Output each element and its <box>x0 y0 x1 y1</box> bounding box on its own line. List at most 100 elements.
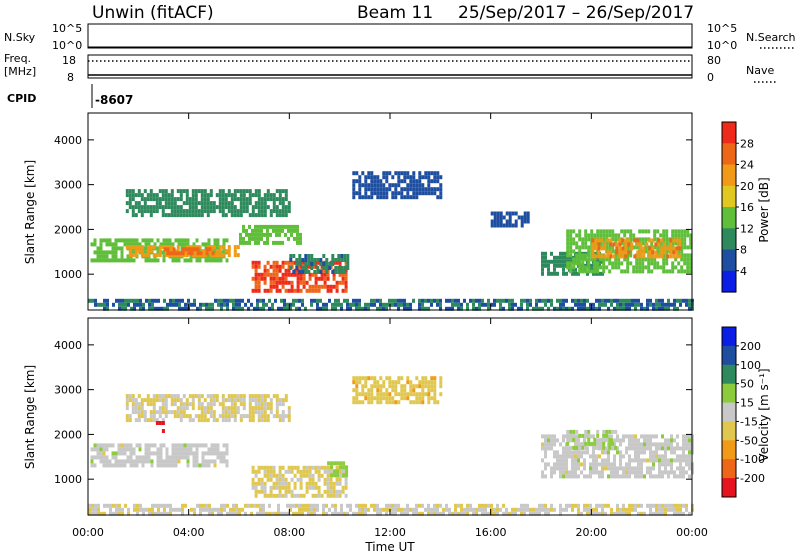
velocity-region-5 <box>352 376 443 405</box>
power-colorbar-tick-label-0: 4 <box>740 265 747 278</box>
velocity-ylabel: Slant Range [km] <box>23 365 37 469</box>
cpid-label: CPID <box>7 92 36 105</box>
nsky-label: N.Sky <box>4 31 36 44</box>
freq-tick-bottom: 8 <box>67 71 74 84</box>
velocity-colorbar-segment-1 <box>722 345 736 366</box>
power-colorbar-segment-3 <box>722 185 736 208</box>
velocity-ytick-label-0: 1000 <box>54 473 82 486</box>
freq-strip: Freq. [MHz] 18 8 80 0 Nave <box>4 52 776 84</box>
velocity-region-3 <box>251 465 348 498</box>
time-axis: 00:00 04:00 08:00 12:00 16:00 20:00 00:00 <box>72 113 708 539</box>
xtick-label-0: 00:00 <box>72 526 104 539</box>
velocity-colorbar-tick-label-0: 200 <box>740 340 761 353</box>
power-data <box>88 171 694 311</box>
xtick-label-5: 20:00 <box>575 526 607 539</box>
velocity-colorbar-tick-label-3: 15 <box>740 397 754 410</box>
freq-unit-label: [MHz] <box>4 65 36 78</box>
velocity-colorbar-segment-3 <box>722 383 736 404</box>
velocity-region-1 <box>125 394 291 423</box>
power-colorbar-segment-4 <box>722 207 736 229</box>
power-ytick-label-0: 1000 <box>54 268 82 281</box>
xtick-label-3: 12:00 <box>374 526 406 539</box>
power-colorbar-tick-label-3: 16 <box>740 201 754 214</box>
velocity-colorbar-label: Velocity [m s⁻¹] <box>757 368 771 461</box>
power-region-8 <box>490 211 530 228</box>
power-colorbar-tick-label-4: 20 <box>740 180 754 193</box>
velocity-region-0 <box>90 443 229 468</box>
power-colorbar-tick-label-2: 12 <box>740 222 754 235</box>
power-colorbar: 4 8 12 16 20 24 28 <box>721 121 754 293</box>
nsky-strip: N.Sky 10^5 10^0 10^5 10^0 N.Search <box>4 22 796 52</box>
power-region-12 <box>88 298 694 311</box>
nsky-tick-top: 10^5 <box>52 22 82 35</box>
xtick-label-4: 16:00 <box>475 526 507 539</box>
power-colorbar-segment-2 <box>722 164 736 187</box>
time-axis-label: Time UT <box>364 540 415 554</box>
station-title: Unwin (fitACF) <box>92 3 214 23</box>
nave-tick-bottom: 0 <box>707 71 714 84</box>
velocity-panel: 1000 2000 3000 4000 Slant Range [km] 200 100… <box>23 317 771 516</box>
power-ytick-label-3: 4000 <box>54 134 82 147</box>
power-region-6 <box>289 254 350 274</box>
velocity-colorbar-tick-label-5: -50 <box>740 434 758 447</box>
velocity-colorbar-segment-4 <box>722 402 736 422</box>
power-colorbar-label: Power [dB] <box>757 177 771 242</box>
velocity-colorbar-tick-label-2: 50 <box>740 378 754 391</box>
velocity-colorbar-segment-0 <box>722 327 736 347</box>
velocity-colorbar-frame <box>721 326 737 498</box>
freq-tick-top: 18 <box>62 54 76 67</box>
cpid-value: -8607 <box>95 93 133 107</box>
velocity-colorbar-segment-8 <box>722 478 736 498</box>
velocity-colorbar: 200 100 50 15 -15 -50 -100 -200 <box>721 326 765 498</box>
nave-tick-top: 80 <box>707 54 721 67</box>
velocity-region-2 <box>155 421 165 433</box>
date-range: 25/Sep/2017 – 26/Sep/2017 <box>458 3 694 23</box>
nsky-tick-bottom: 10^0 <box>52 39 82 52</box>
velocity-ytick-label-1: 2000 <box>54 428 82 441</box>
nsearch-tick-bottom: 10^0 <box>707 39 737 52</box>
power-colorbar-segment-6 <box>722 249 736 272</box>
velocity-colorbar-segment-5 <box>722 421 736 441</box>
power-colorbar-tick-label-5: 24 <box>740 159 754 172</box>
velocity-region-4 <box>327 461 349 478</box>
nsearch-label: N.Search <box>746 31 796 44</box>
power-region-3 <box>125 189 291 218</box>
power-colorbar-segment-0 <box>722 122 736 144</box>
xtick-label-6: 00:00 <box>676 526 708 539</box>
power-ytick-label-2: 3000 <box>54 179 82 192</box>
power-region-4 <box>239 224 302 245</box>
power-panel: 1000 2000 3000 4000 Slant Range [km] 4 8 12 16… <box>23 112 771 311</box>
beam-label: Beam 11 <box>357 3 433 23</box>
power-region-0 <box>90 238 229 263</box>
velocity-ytick-label-3: 4000 <box>54 339 82 352</box>
velocity-data <box>88 376 694 516</box>
power-region-2 <box>163 247 215 256</box>
power-region-7 <box>352 171 443 200</box>
power-colorbar-segment-5 <box>722 228 736 251</box>
velocity-region-6 <box>541 434 694 479</box>
velocity-region-8 <box>88 503 694 516</box>
velocity-colorbar-segment-6 <box>722 440 736 460</box>
velocity-colorbar-tick-label-1: 100 <box>740 359 761 372</box>
velocity-colorbar-segment-7 <box>722 459 736 479</box>
nave-label: Nave <box>746 64 774 77</box>
xtick-label-1: 04:00 <box>173 526 205 539</box>
xtick-label-2: 08:00 <box>273 526 305 539</box>
power-colorbar-tick-label-1: 8 <box>740 244 747 257</box>
velocity-colorbar-tick-label-7: -200 <box>740 472 765 485</box>
velocity-region-7 <box>566 429 618 450</box>
velocity-colorbar-tick-label-6: -100 <box>740 453 765 466</box>
freq-label: Freq. <box>4 52 31 65</box>
velocity-colorbar-tick-label-4: -15 <box>740 415 758 428</box>
nsearch-tick-top: 10^5 <box>707 22 737 35</box>
power-ytick-label-1: 2000 <box>54 223 82 236</box>
velocity-ytick-label-2: 3000 <box>54 384 82 397</box>
power-yaxis: 1000 2000 3000 4000 <box>54 134 692 281</box>
power-region-11 <box>591 238 682 259</box>
power-ylabel: Slant Range [km] <box>23 160 37 264</box>
power-colorbar-segment-1 <box>722 143 736 166</box>
velocity-colorbar-segment-2 <box>722 364 736 385</box>
power-colorbar-tick-label-6: 28 <box>740 137 754 150</box>
velocity-yaxis: 1000 2000 3000 4000 <box>54 339 692 486</box>
